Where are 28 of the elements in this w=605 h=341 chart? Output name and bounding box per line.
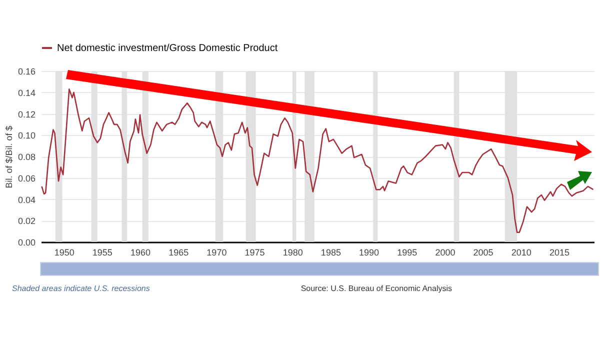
y-tick-label: 0.16 bbox=[18, 66, 36, 76]
y-axis-title: Bil. of $/Bil. of $ bbox=[4, 126, 14, 188]
x-tick-label: 1975 bbox=[244, 248, 265, 258]
legend-label: Net domestic investment/Gross Domestic Product bbox=[57, 43, 278, 54]
y-tick-label: 0.06 bbox=[18, 173, 36, 184]
y-tick-label: 0.02 bbox=[18, 216, 36, 226]
x-tick-label: 2015 bbox=[549, 248, 570, 258]
y-tick-label: 0.04 bbox=[18, 194, 36, 205]
x-tick-label: 1970 bbox=[206, 248, 227, 258]
x-tick-label: 1990 bbox=[359, 248, 380, 258]
y-tick-label: 0.10 bbox=[18, 130, 36, 141]
x-tick-label: 1985 bbox=[320, 248, 341, 258]
x-tick-label: 1995 bbox=[397, 248, 418, 258]
x-tick-label: 1955 bbox=[92, 248, 112, 258]
source-note: Source: U.S. Bureau of Economic Analysis bbox=[300, 284, 452, 293]
y-tick-label: 0.12 bbox=[18, 109, 36, 120]
y-tick-label: 0.08 bbox=[18, 152, 36, 162]
text: Shaded areas indicate U.S. recessions bbox=[12, 284, 150, 293]
x-tick-label: 1965 bbox=[168, 248, 189, 258]
x-tick-label: 2005 bbox=[473, 248, 494, 258]
x-tick-label: 2000 bbox=[435, 248, 456, 258]
x-tick-label: 1950 bbox=[54, 248, 74, 258]
y-tick-label: 0.14 bbox=[18, 88, 36, 98]
x-tick-label: 1980 bbox=[282, 248, 303, 258]
line-series bbox=[41, 88, 594, 234]
x-tick-label: 2010 bbox=[511, 248, 532, 258]
y-tick-label: 0.00 bbox=[18, 238, 36, 248]
x-tick-label: 1960 bbox=[130, 248, 151, 258]
